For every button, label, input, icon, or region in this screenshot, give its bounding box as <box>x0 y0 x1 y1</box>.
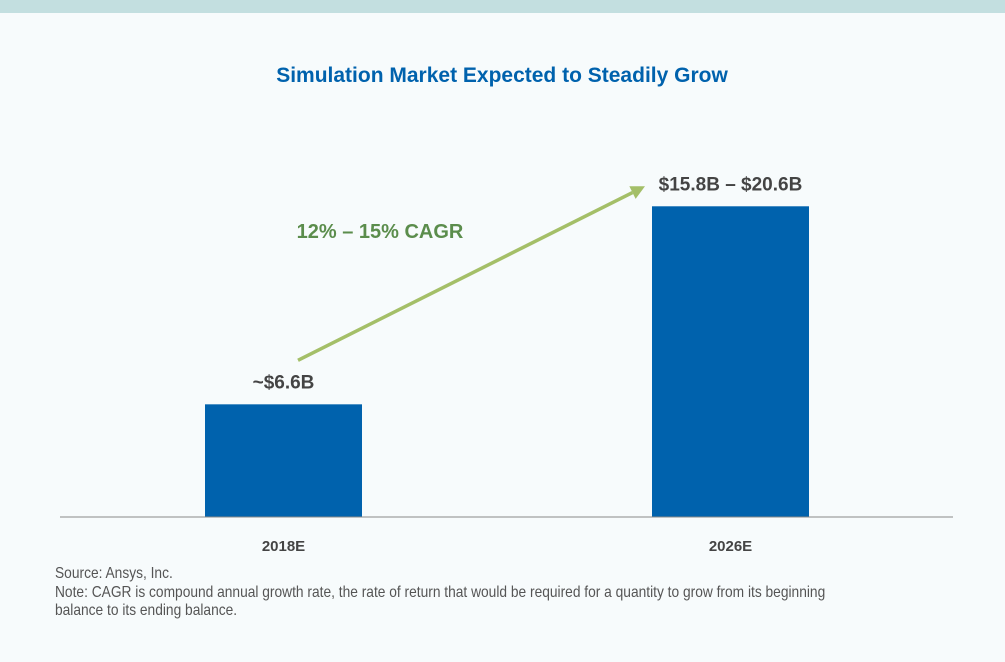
source-note: Source: Ansys, Inc. <box>55 565 173 582</box>
bar-chart: Simulation Market Expected to Steadily G… <box>60 64 953 555</box>
cagr-note-line-2: balance to its ending balance. <box>55 602 238 619</box>
bar-2026E <box>652 206 809 517</box>
x-tick-label-2026E: 2026E <box>709 538 752 555</box>
cagr-arrow-head-icon <box>629 186 645 199</box>
top-band <box>0 0 1005 13</box>
cagr-arrow-shaft <box>297 191 634 362</box>
x-tick-label-2018E: 2018E <box>262 538 305 555</box>
chart-footnotes: Source: Ansys, Inc. Note: CAGR is compou… <box>55 565 825 621</box>
cagr-note-line-1: Note: CAGR is compound annual growth rat… <box>55 583 826 601</box>
data-label-2026E: $15.8B – $20.6B <box>659 174 803 195</box>
cagr-annotation: 12% – 15% CAGR <box>297 221 464 243</box>
chart-title: Simulation Market Expected to Steadily G… <box>276 64 728 87</box>
data-label-2018E: ~$6.6B <box>253 372 315 393</box>
bar-2018E <box>205 404 362 517</box>
